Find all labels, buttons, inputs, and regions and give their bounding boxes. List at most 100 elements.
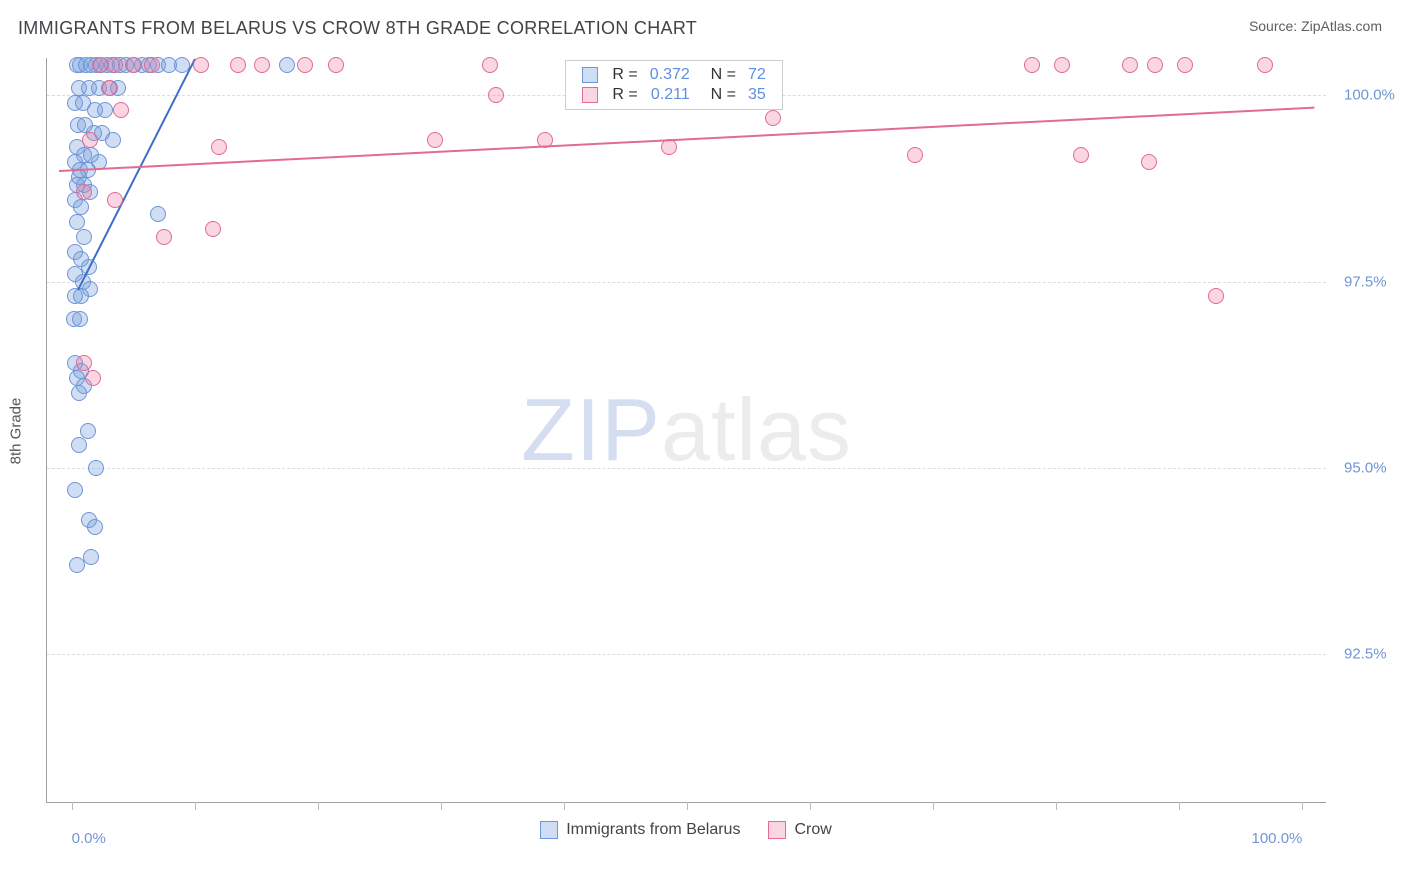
watermark-part2: atlas <box>661 380 852 479</box>
bottom-legend: Immigrants from Belarus Crow <box>46 821 1326 844</box>
data-point-crow <box>107 192 123 208</box>
x-tick <box>318 802 319 810</box>
x-tick <box>564 802 565 810</box>
data-point-belarus <box>72 311 88 327</box>
data-point-belarus <box>71 437 87 453</box>
data-point-crow <box>76 184 92 200</box>
data-point-crow <box>82 132 98 148</box>
data-point-belarus <box>73 288 89 304</box>
data-point-crow <box>482 57 498 73</box>
x-tick <box>1056 802 1057 810</box>
x-tick <box>933 802 934 810</box>
data-point-crow <box>254 57 270 73</box>
y-tick-label: 100.0% <box>1344 87 1395 104</box>
legend-n-value: 35 <box>742 85 772 105</box>
data-point-belarus <box>67 482 83 498</box>
data-point-crow <box>144 57 160 73</box>
legend-n-label: N = <box>696 85 742 105</box>
data-point-belarus <box>279 57 295 73</box>
data-point-belarus <box>150 206 166 222</box>
source-prefix: Source: <box>1249 18 1301 34</box>
x-tick <box>1179 802 1180 810</box>
data-point-crow <box>1054 57 1070 73</box>
legend-swatch-crow <box>768 821 786 839</box>
data-point-crow <box>1147 57 1163 73</box>
data-point-crow <box>297 57 313 73</box>
data-point-crow <box>1024 57 1040 73</box>
data-point-belarus <box>69 214 85 230</box>
data-point-crow <box>1208 288 1224 304</box>
legend-inset-row: R =0.372 N =72 <box>576 65 771 85</box>
y-tick-label: 95.0% <box>1344 459 1387 476</box>
data-point-crow <box>1141 154 1157 170</box>
data-point-belarus <box>105 132 121 148</box>
data-point-crow <box>1122 57 1138 73</box>
legend-r-value: 0.372 <box>644 65 696 85</box>
data-point-belarus <box>87 519 103 535</box>
legend-r-label: R = <box>606 65 643 85</box>
x-tick <box>1302 802 1303 810</box>
x-tick <box>195 802 196 810</box>
y-tick-label: 92.5% <box>1344 646 1387 663</box>
x-tick <box>687 802 688 810</box>
data-point-belarus <box>88 460 104 476</box>
data-point-crow <box>113 102 129 118</box>
data-point-belarus <box>71 385 87 401</box>
data-point-crow <box>907 147 923 163</box>
data-point-crow <box>1177 57 1193 73</box>
gridline-h <box>47 468 1326 469</box>
gridline-h <box>47 654 1326 655</box>
legend-n-value: 72 <box>742 65 772 85</box>
data-point-crow <box>107 57 123 73</box>
data-point-belarus <box>80 423 96 439</box>
legend-r-label: R = <box>606 85 643 105</box>
watermark: ZIPatlas <box>521 379 852 481</box>
data-point-belarus <box>76 229 92 245</box>
trend-line-crow <box>59 106 1314 171</box>
bottom-legend-label: Crow <box>794 821 831 839</box>
data-point-crow <box>1257 57 1273 73</box>
plot-area: ZIPatlas 92.5%95.0%97.5%100.0%0.0%100.0%… <box>46 58 1326 803</box>
data-point-crow <box>328 57 344 73</box>
legend-swatch-belarus <box>582 67 598 83</box>
chart-title: IMMIGRANTS FROM BELARUS VS CROW 8TH GRAD… <box>18 18 697 39</box>
x-tick <box>441 802 442 810</box>
legend-inset: R =0.372 N =72R =0.211 N =35 <box>565 60 782 110</box>
data-point-crow <box>85 370 101 386</box>
watermark-part1: ZIP <box>521 380 661 479</box>
legend-swatch-belarus <box>540 821 558 839</box>
x-tick <box>810 802 811 810</box>
data-point-crow <box>92 57 108 73</box>
y-axis-label: 8th Grade <box>8 397 25 464</box>
data-point-belarus <box>73 199 89 215</box>
gridline-h <box>47 282 1326 283</box>
x-tick <box>72 802 73 810</box>
data-point-crow <box>156 229 172 245</box>
data-point-belarus <box>97 102 113 118</box>
bottom-legend-item-belarus: Immigrants from Belarus <box>540 821 740 839</box>
legend-n-label: N = <box>696 65 742 85</box>
plot-canvas: ZIPatlas 92.5%95.0%97.5%100.0%0.0%100.0%… <box>46 58 1326 803</box>
legend-r-value: 0.211 <box>644 85 696 105</box>
data-point-crow <box>488 87 504 103</box>
source-link[interactable]: ZipAtlas.com <box>1301 18 1382 34</box>
data-point-belarus <box>83 549 99 565</box>
chart-source: Source: ZipAtlas.com <box>1249 18 1382 34</box>
legend-inset-row: R =0.211 N =35 <box>576 85 771 105</box>
data-point-crow <box>193 57 209 73</box>
data-point-crow <box>76 355 92 371</box>
legend-swatch-crow <box>582 87 598 103</box>
chart-header: IMMIGRANTS FROM BELARUS VS CROW 8TH GRAD… <box>0 0 1406 47</box>
data-point-crow <box>211 139 227 155</box>
data-point-crow <box>205 221 221 237</box>
data-point-crow <box>125 57 141 73</box>
data-point-crow <box>230 57 246 73</box>
data-point-crow <box>101 80 117 96</box>
data-point-crow <box>427 132 443 148</box>
bottom-legend-item-crow: Crow <box>768 821 831 839</box>
data-point-crow <box>661 139 677 155</box>
y-tick-label: 97.5% <box>1344 273 1387 290</box>
data-point-crow <box>765 110 781 126</box>
data-point-belarus <box>69 557 85 573</box>
data-point-crow <box>1073 147 1089 163</box>
